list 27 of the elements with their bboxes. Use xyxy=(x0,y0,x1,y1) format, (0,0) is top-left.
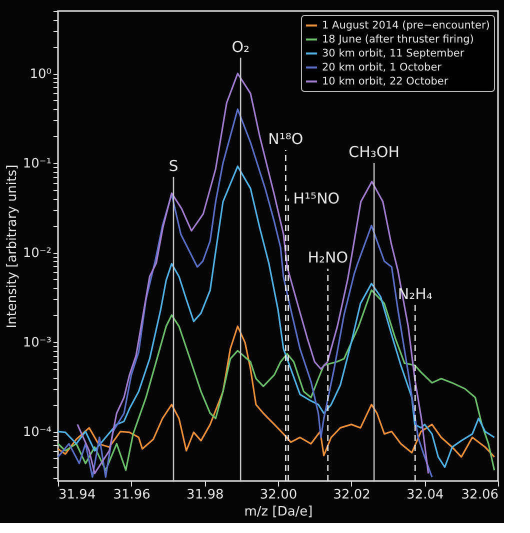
legend-label: 20 km orbit, 1 October xyxy=(322,62,442,74)
y-tick-label: 10⁻⁴ xyxy=(22,425,52,440)
y-tick-label: 10⁰ xyxy=(30,67,52,82)
annotation: CH₃OH xyxy=(348,143,400,162)
x-tick-label: 32.04 xyxy=(406,488,444,502)
legend-label: 10 km orbit, 22 October xyxy=(322,76,449,88)
y-tick-label: 10⁻¹ xyxy=(22,156,52,172)
x-tick-label: 32.02 xyxy=(333,488,370,502)
x-tick-label: 31.98 xyxy=(186,488,224,502)
legend-label: 30 km orbit, 11 September xyxy=(322,48,465,60)
annotation: N¹⁸O xyxy=(268,130,304,148)
legend-label: 18 June (after thruster firing) xyxy=(322,34,474,46)
x-tick-label: 32.00 xyxy=(260,488,298,502)
annotation: H¹⁵NO xyxy=(293,190,340,208)
annotation: H₂NO xyxy=(308,248,348,267)
annotation: S xyxy=(168,156,178,175)
x-axis-title: m/z [Da/e] xyxy=(244,504,313,520)
y-tick-label: 10⁻² xyxy=(22,246,52,262)
y-axis-title: Intensity [arbitrary units] xyxy=(4,164,20,328)
line-series xyxy=(57,289,496,471)
line-series xyxy=(57,325,496,458)
annotation: O₂ xyxy=(232,38,250,56)
x-tick-label: 31.94 xyxy=(58,488,96,502)
x-tick-label: 31.96 xyxy=(113,488,150,502)
y-tick-label: 10⁻³ xyxy=(22,336,52,351)
x-tick-label: 32.06 xyxy=(461,488,498,502)
legend-label: 1 August 2014 (pre−encounter) xyxy=(322,20,490,32)
